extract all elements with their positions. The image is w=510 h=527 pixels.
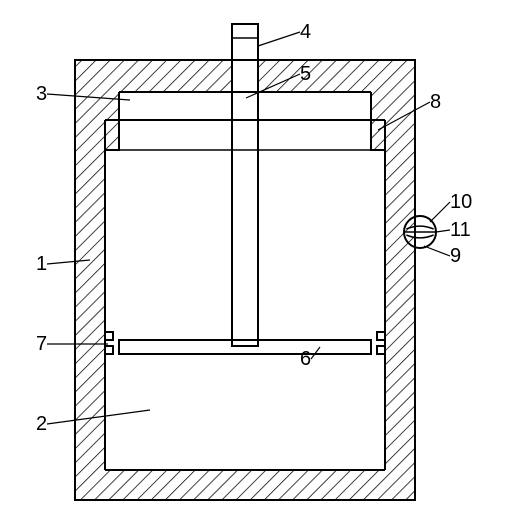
label-4: 4	[300, 21, 311, 43]
label-10: 10	[450, 191, 472, 213]
label-8: 8	[430, 91, 441, 113]
label-11: 11	[450, 219, 471, 241]
label-5: 5	[300, 63, 311, 85]
label-6: 6	[300, 348, 311, 370]
label-9: 9	[450, 245, 461, 267]
label-2: 2	[36, 413, 47, 435]
section-diagram: 1 2 3 4 5 6 7 8 9 10 11	[0, 0, 510, 527]
label-1: 1	[36, 253, 47, 275]
label-7: 7	[36, 333, 47, 355]
label-3: 3	[36, 83, 47, 105]
